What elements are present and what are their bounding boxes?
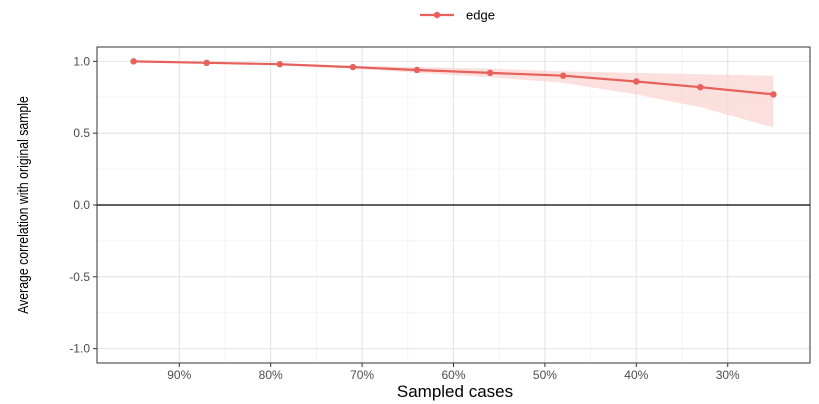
x-tick-label: 40%	[624, 368, 648, 382]
y-tick-label: -1.0	[69, 342, 90, 356]
data-point	[276, 61, 284, 68]
y-tick-label: -0.5	[69, 270, 90, 284]
x-tick-label: 30%	[716, 368, 740, 382]
x-tick-label: 70%	[350, 368, 374, 382]
data-point	[697, 84, 704, 91]
legend: edge	[420, 8, 495, 23]
confidence-band	[133, 61, 774, 128]
confidence-band-layer	[133, 61, 774, 128]
x-tick-label: 80%	[259, 368, 283, 382]
series-layer	[130, 58, 777, 98]
x-tick-label: 90%	[167, 368, 191, 382]
data-point	[559, 72, 567, 79]
x-tick-label: 50%	[533, 368, 557, 382]
series-line-edge	[133, 60, 774, 96]
x-axis-ticks: 90% 80% 70% 60% 50% 40% 30%	[167, 363, 740, 382]
legend-key-point	[433, 11, 441, 19]
y-tick-label: 1.0	[73, 54, 90, 68]
data-point	[203, 59, 210, 66]
y-tick-label: 0.5	[73, 126, 90, 140]
legend-label: edge	[466, 8, 495, 23]
data-point	[349, 63, 357, 71]
y-axis-ticks: -1.0 -0.5 0.0 0.5 1.0	[69, 54, 97, 356]
data-point	[770, 91, 777, 98]
x-tick-label: 60%	[441, 368, 465, 382]
x-axis-title: Sampled cases	[397, 382, 513, 401]
data-point	[130, 58, 137, 65]
data-point	[486, 69, 494, 77]
data-point	[633, 78, 640, 85]
y-axis-title: Average correlation with original sample	[15, 96, 31, 314]
y-tick-label: 0.0	[73, 198, 90, 212]
data-point	[413, 66, 421, 74]
